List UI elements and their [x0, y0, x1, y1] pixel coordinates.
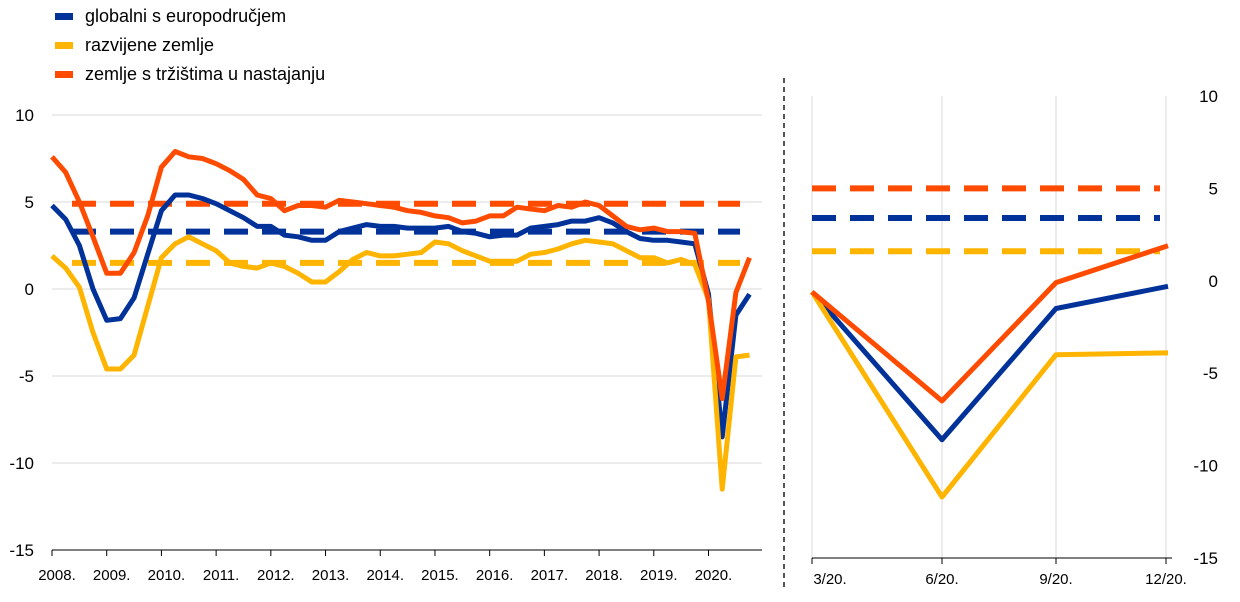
legend-item-global: globalni s europodručjem — [55, 2, 325, 31]
right-y-tick-10: 10 — [1199, 87, 1218, 106]
right-series-line-0 — [810, 283, 1169, 443]
right-y-tick-5: -5 — [1203, 364, 1218, 383]
left-x-tick-2008: 2008. — [38, 567, 76, 584]
right-y-tick-5: 5 — [1209, 179, 1218, 198]
right-y-tick-0: 0 — [1209, 272, 1218, 291]
left-series-line-0 — [50, 192, 752, 440]
left-y-tick-15: -15 — [9, 541, 34, 560]
left-x-tick-2020: 2020. — [695, 567, 733, 584]
legend-label-emerging: zemlje s tržištima u nastajanju — [85, 64, 326, 84]
left-x-tick-2011: 2011. — [203, 567, 239, 584]
right-y-tick-15: -15 — [1193, 549, 1218, 568]
left-series-line-1 — [50, 234, 750, 492]
right-x-tick-9-20: 9/20. — [1039, 571, 1072, 588]
right-x-tick-12-20: 12/20. — [1145, 571, 1187, 588]
legend-label-global: globalni s europodručjem — [85, 6, 287, 26]
right-x-tick-3-20: 3/20. — [813, 571, 846, 588]
legend-swatch-emerging — [55, 71, 73, 78]
left-x-tick-2017: 2017. — [531, 567, 569, 584]
left-y-tick-10: -10 — [9, 454, 34, 473]
legend-swatch-global — [55, 13, 73, 20]
left-y-tick-5: 5 — [25, 193, 34, 212]
right-y-tick-10: -10 — [1193, 457, 1218, 476]
legend-item-emerging: zemlje s tržištima u nastajanju — [55, 60, 325, 89]
left-y-tick-5: -5 — [19, 367, 34, 386]
right-x-tick-6-20: 6/20. — [925, 571, 958, 588]
left-x-tick-2014: 2014. — [366, 567, 404, 584]
right-series-line-2 — [810, 243, 1169, 404]
left-x-tick-2018: 2018. — [585, 567, 623, 584]
left-x-tick-2010: 2010. — [148, 567, 186, 584]
legend: globalni s europodručjem razvijene zemlj… — [55, 2, 325, 89]
left-x-tick-2016: 2016. — [476, 567, 514, 584]
legend-swatch-developed — [55, 42, 73, 49]
left-x-tick-2019: 2019. — [640, 567, 678, 584]
left-x-tick-2012: 2012. — [257, 567, 295, 584]
left-x-tick-2015: 2015. — [421, 567, 459, 584]
left-y-tick-10: 10 — [15, 106, 34, 125]
left-x-tick-2009: 2009. — [93, 567, 131, 584]
left-x-tick-2013: 2013. — [312, 567, 350, 584]
legend-item-developed: razvijene zemlje — [55, 31, 325, 60]
legend-label-developed: razvijene zemlje — [85, 35, 215, 55]
left-series-line-2 — [50, 149, 752, 402]
right-series-line-1 — [809, 290, 1169, 500]
left-y-tick-0: 0 — [25, 280, 34, 299]
